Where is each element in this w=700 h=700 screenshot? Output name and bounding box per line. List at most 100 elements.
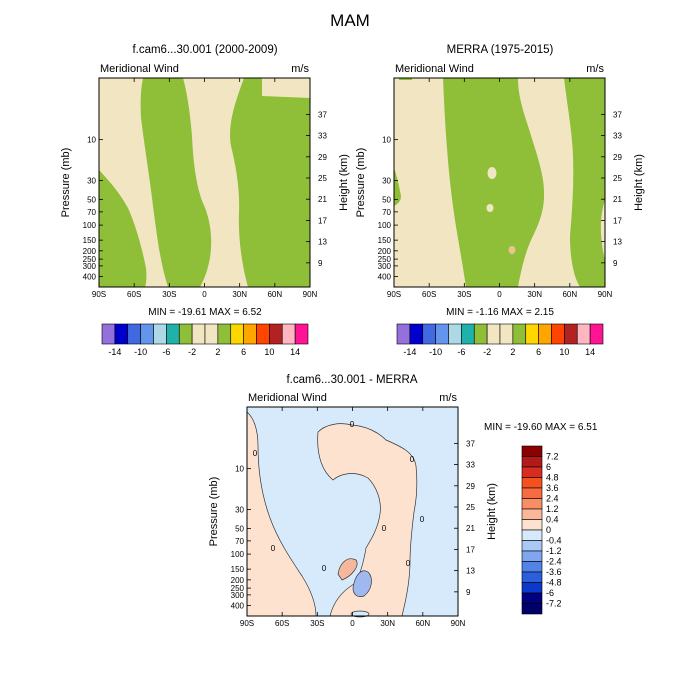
colorbar-swatch (153, 323, 167, 345)
y-axis-label: Pressure (mb) (208, 477, 220, 547)
y2-tick-label: 9 (318, 259, 323, 268)
panel-merra-title: MERRA (1975-2015) (447, 44, 554, 56)
diff-contour-label-7: 0 (406, 559, 411, 568)
y2-tick-label: 17 (466, 545, 475, 554)
y2-tick-label: 13 (466, 567, 475, 576)
merra-region-positive-spot1 (487, 167, 497, 179)
y2-tick-label: 29 (318, 153, 327, 162)
x-tick-label: 60S (422, 290, 436, 299)
y-tick-label: 50 (235, 524, 244, 533)
panel-diff-title: f.cam6...30.001 - MERRA (286, 374, 417, 386)
panel-merra-axes: 90S 60S 30S 0 30N 60N 90N103050701001502002503… (355, 78, 645, 299)
colorbar-swatch (521, 456, 543, 468)
colorbar-label: -2 (188, 347, 196, 357)
diff-contour-label-4: 0 (420, 515, 425, 524)
panel-cam-title: f.cam6...30.001 (2000-2009) (132, 44, 277, 56)
y2-tick-label: 25 (466, 503, 475, 512)
y2-axis-label: Height (km) (633, 154, 645, 211)
y2-tick-label: 25 (613, 174, 622, 183)
y2-tick-label: 17 (613, 216, 622, 225)
panel-merra-left-label: Meridional Wind (395, 63, 474, 75)
cam-region-negative-central (140, 78, 212, 287)
colorbar-swatch (461, 323, 475, 345)
colorbar-label: 2 (215, 347, 220, 357)
y2-tick-label: 29 (466, 482, 475, 491)
colorbar-swatch (564, 323, 578, 345)
x-tick-label: 30S (310, 619, 324, 628)
colorbar-label: 14 (585, 347, 595, 357)
x-tick-label: 60N (415, 619, 430, 628)
colorbar-swatch (521, 561, 543, 573)
diff-contour-label-2: 0 (350, 420, 355, 429)
colorbar-swatch (525, 323, 539, 345)
y-tick-label: 150 (83, 236, 97, 245)
y-axis-label: Pressure (mb) (60, 148, 72, 218)
y-tick-label: 200 (83, 247, 97, 256)
colorbar-swatch (521, 445, 543, 457)
panel-diff-axes: 90S 60S 30S 0 30N 60N 90N103050701001502002503… (208, 407, 498, 628)
colorbar-swatch (521, 550, 543, 562)
y-tick-label: 300 (231, 591, 245, 600)
colorbar-swatch (294, 323, 309, 345)
y2-axis-label: Height (km) (338, 154, 350, 211)
colorbar-swatch (166, 323, 180, 345)
colorbar-swatch (140, 323, 154, 345)
colorbar-label: -14 (108, 347, 121, 357)
panel-cam-left-label: Meridional Wind (100, 63, 179, 75)
panel-merra: MERRA (1975-2015) Meridional Wind m/s 90… (355, 44, 645, 318)
colorbar-label: 2.4 (546, 494, 559, 504)
x-tick-label: 60N (562, 290, 577, 299)
colorbar-label: 0 (546, 525, 551, 535)
colorbar-swatch (396, 323, 411, 345)
panel-diff-stats: MIN = -19.60 MAX = 6.51 (484, 422, 598, 433)
y2-tick-label: 17 (318, 216, 327, 225)
colorbar-label: -4.8 (546, 578, 562, 588)
x-tick-label: 30S (457, 290, 471, 299)
panel-merra-right-label: m/s (586, 63, 604, 75)
colorbar-swatch (191, 323, 206, 345)
panel-cam-plot: 90S 60S 30S 0 30N 60N 90N103050701001502002503… (60, 77, 350, 299)
colorbar-label: -6 (546, 588, 554, 598)
colorbar-swatch (178, 323, 193, 345)
x-tick-label: 90S (240, 619, 254, 628)
y2-tick-label: 33 (318, 132, 327, 141)
y-tick-label: 200 (378, 247, 392, 256)
y-tick-label: 50 (382, 195, 391, 204)
x-tick-label: 30N (232, 290, 247, 299)
x-tick-label: 90N (451, 619, 466, 628)
colorbar-swatch (204, 323, 219, 345)
x-tick-label: 30N (527, 290, 542, 299)
colorbar-swatch (217, 323, 232, 345)
colorbar-swatch (101, 323, 116, 345)
figure-title: MAM (330, 11, 370, 30)
x-tick-label: 90S (387, 290, 401, 299)
panel-cam-right-label: m/s (291, 63, 309, 75)
y2-tick-label: 29 (613, 153, 622, 162)
colorbar-swatch (521, 487, 543, 499)
colorbar-swatch (281, 323, 296, 345)
y-tick-label: 50 (87, 195, 96, 204)
colorbar-label: 4.8 (546, 473, 559, 483)
panel-merra-stats: MIN = -1.16 MAX = 2.15 (446, 307, 554, 318)
colorbar-swatch (551, 323, 565, 345)
colorbar-label: 7.2 (546, 452, 559, 462)
diff-contour-label-6: 0 (382, 524, 387, 533)
colorbar-swatch (230, 323, 244, 345)
colorbar-swatch (243, 323, 257, 345)
colorbar-swatch (521, 466, 543, 478)
colorbar-label: -6 (457, 347, 465, 357)
x-tick-label: 0 (350, 619, 355, 628)
colorbar-swatch (521, 529, 543, 541)
x-tick-label: 30S (162, 290, 176, 299)
diff-contour-label-8: 0 (322, 564, 327, 573)
colorbar-label: -14 (403, 347, 416, 357)
diff-region-positive-west (246, 411, 317, 617)
panel-diff-right-label: m/s (439, 392, 457, 404)
colorbar-label: -10 (134, 347, 147, 357)
colorbar-label: 6 (536, 347, 541, 357)
diff-contour-label-5: 0 (271, 544, 276, 553)
colorbar-label: -3.6 (546, 567, 562, 577)
y2-axis-label: Height (km) (486, 483, 498, 540)
y2-tick-label: 21 (613, 195, 622, 204)
diff-contour-label-1: 0 (253, 449, 258, 458)
